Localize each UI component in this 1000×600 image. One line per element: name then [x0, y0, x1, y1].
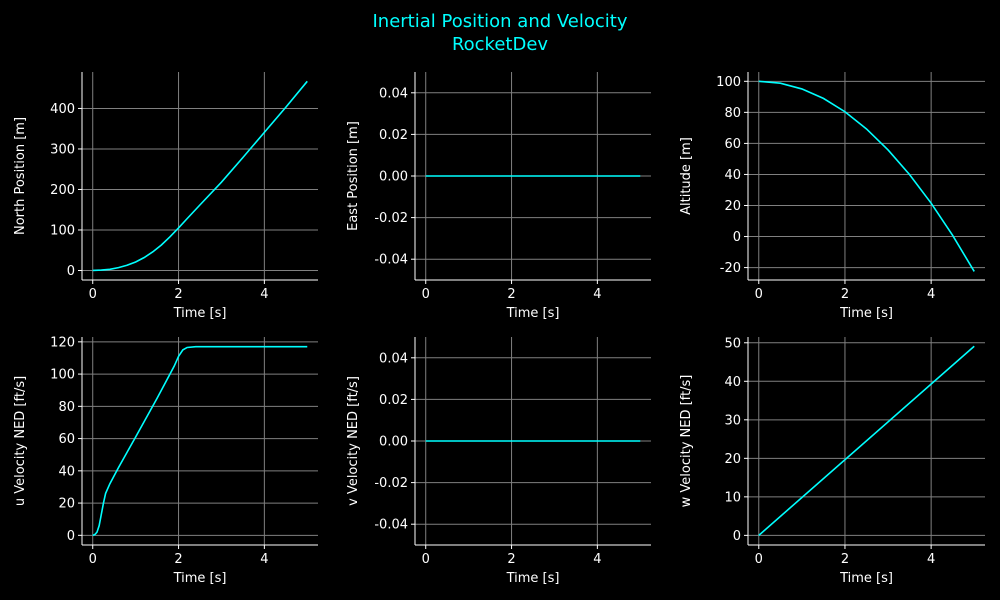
x-tick-label: 2 [507, 552, 515, 567]
y-tick-label: 300 [50, 142, 75, 157]
x-tick-label: 0 [422, 552, 430, 567]
y-tick-label: 100 [50, 223, 75, 238]
x-tick-label: 2 [174, 552, 182, 567]
y-tick-label: 0.04 [379, 351, 408, 366]
x-tick-label: 2 [507, 287, 515, 302]
subplot-2: -0.04 -0.02 0.00 0.02 0.04 0 2 4 Time [s] East Po… [346, 72, 651, 321]
subplot-3: -20 0 20 40 60 80 100 0 2 4 Time [s] Altitude [m] [679, 72, 985, 321]
y-tick-label: 10 [724, 490, 741, 505]
y-axis-label: East Position [m] [346, 121, 361, 231]
subplot-6: 0 10 20 30 40 50 0 2 4 Time [s] w Velocity NED [ft… [679, 336, 985, 586]
y-tick-label: 80 [724, 106, 741, 121]
y-tick-label: 20 [58, 497, 75, 512]
x-axis-label: Time [s] [506, 571, 560, 586]
x-axis-label: Time [s] [839, 306, 893, 321]
x-axis-label: Time [s] [173, 306, 227, 321]
y-tick-label: 120 [50, 335, 75, 350]
series-line-1 [758, 345, 975, 536]
y-tick-label: 40 [58, 464, 75, 479]
subplot-4: 0 20 40 60 80 100 120 0 2 4 Time [s] u Velocity NED… [13, 335, 318, 586]
x-axis-label: Time [s] [506, 306, 560, 321]
y-tick-label: -0.04 [374, 518, 408, 533]
x-tick-label: 2 [174, 287, 182, 302]
y-tick-label: 40 [724, 168, 741, 183]
y-tick-label: 100 [716, 75, 741, 90]
y-tick-label: -0.02 [374, 211, 408, 226]
y-axis-label: u Velocity NED [ft/s] [13, 376, 28, 506]
x-tick-label: 4 [593, 287, 601, 302]
y-tick-label: 400 [50, 102, 75, 117]
x-tick-label: 4 [927, 552, 935, 567]
y-tick-label: 0.00 [379, 435, 408, 450]
y-tick-label: 0 [733, 529, 741, 544]
x-tick-label: 0 [89, 552, 97, 567]
series-line-1 [758, 80, 975, 272]
x-tick-label: 4 [927, 287, 935, 302]
y-tick-label: 0.02 [379, 393, 408, 408]
y-tick-label: 0 [67, 529, 75, 544]
y-tick-label: 0.02 [379, 128, 408, 143]
figure-subtitle: RocketDev [452, 34, 548, 55]
y-tick-label: 20 [724, 452, 741, 467]
y-tick-label: 0 [733, 230, 741, 245]
y-tick-label: -0.02 [374, 476, 408, 491]
x-tick-label: 2 [841, 552, 849, 567]
x-tick-label: 0 [422, 287, 430, 302]
y-tick-label: 0.04 [379, 86, 408, 101]
y-tick-label: 0 [67, 264, 75, 279]
y-tick-label: 200 [50, 183, 75, 198]
series-line-1 [92, 80, 308, 272]
y-tick-label: 100 [50, 368, 75, 383]
y-tick-label: 20 [724, 199, 741, 214]
y-tick-label: 50 [724, 336, 741, 351]
x-tick-label: 4 [593, 552, 601, 567]
x-axis-label: Time [s] [173, 571, 227, 586]
y-tick-label: 0.00 [379, 170, 408, 185]
y-axis-label: Altitude [m] [679, 137, 694, 215]
x-tick-label: 2 [841, 287, 849, 302]
x-tick-label: 4 [260, 552, 268, 567]
y-axis-label: North Position [m] [13, 117, 28, 235]
y-tick-label: 60 [724, 137, 741, 152]
x-tick-label: 0 [755, 552, 763, 567]
x-tick-label: 0 [89, 287, 97, 302]
y-tick-label: 40 [724, 375, 741, 390]
x-axis-label: Time [s] [839, 571, 893, 586]
x-tick-label: 0 [755, 287, 763, 302]
y-tick-label: 80 [58, 400, 75, 415]
x-tick-label: 4 [260, 287, 268, 302]
y-tick-label: -0.04 [374, 253, 408, 268]
y-tick-label: 60 [58, 432, 75, 447]
y-axis-label: w Velocity NED [ft/s] [679, 375, 694, 508]
subplot-1: 0 100 200 300 400 0 2 4 Time [s] North Position [… [13, 72, 318, 321]
subplot-5: -0.04 -0.02 0.00 0.02 0.04 0 2 4 Time [s] v Veloc… [346, 337, 651, 586]
y-tick-label: -20 [720, 261, 741, 276]
series-line-1 [92, 345, 308, 537]
figure-title: Inertial Position and Velocity [372, 11, 627, 32]
y-tick-label: 30 [724, 413, 741, 428]
y-axis-label: v Velocity NED [ft/s] [346, 376, 361, 506]
